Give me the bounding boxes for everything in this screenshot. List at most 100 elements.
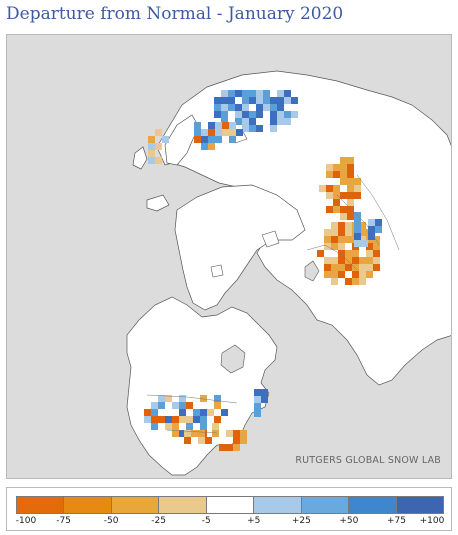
anomaly-cell (291, 111, 298, 118)
anomaly-cell (345, 278, 352, 285)
scandinavia (164, 114, 200, 166)
legend-label: -50 (103, 516, 119, 526)
anomaly-cell (340, 213, 347, 220)
anomaly-cell (340, 178, 347, 185)
anomaly-cell (347, 206, 354, 213)
anomaly-cell (226, 430, 233, 437)
anomaly-cell (261, 396, 268, 403)
anomaly-cell (148, 150, 155, 157)
anomaly-cell (338, 243, 345, 250)
anomaly-cell (359, 271, 366, 278)
anomaly-cell (233, 430, 240, 437)
anomaly-cell (200, 423, 207, 430)
anomaly-cell (368, 219, 375, 226)
anomaly-cell (333, 199, 340, 206)
anomaly-cell (347, 185, 354, 192)
anomaly-cell (205, 437, 212, 444)
anomaly-cell (214, 97, 221, 104)
anomaly-cell (352, 257, 359, 264)
anomaly-cell (277, 104, 284, 111)
anomaly-cell (347, 164, 354, 171)
anomaly-cell (221, 118, 228, 125)
anomaly-cell (221, 90, 228, 97)
anomaly-cell (151, 423, 158, 430)
anomaly-cell (148, 143, 155, 150)
anomaly-cell (240, 437, 247, 444)
anomaly-cell (368, 226, 375, 233)
anomaly-cell (324, 229, 331, 236)
anomaly-cell (215, 129, 222, 136)
anomaly-cell (179, 402, 186, 409)
anomaly-cell (151, 416, 158, 423)
anomaly-cell (261, 389, 268, 396)
anomaly-cell (214, 104, 221, 111)
anomaly-cell (359, 229, 366, 236)
anomaly-cell (198, 437, 205, 444)
anomaly-cell (229, 122, 236, 129)
anomaly-cell (256, 97, 263, 104)
anomaly-cell (200, 395, 207, 402)
map-credit: RUTGERS GLOBAL SNOW LAB (295, 455, 441, 466)
country-borders (146, 174, 400, 434)
anomaly-cell (331, 229, 338, 236)
anomaly-cell (333, 171, 340, 178)
anomaly-cell (158, 402, 165, 409)
anomaly-cell (338, 271, 345, 278)
anomaly-cell (179, 395, 186, 402)
anomaly-cell (208, 122, 215, 129)
anomaly-cell (366, 271, 373, 278)
anomaly-cell (229, 136, 236, 143)
anomaly-cell (373, 236, 380, 243)
caspian-sea (304, 260, 320, 282)
anomaly-cell (194, 129, 201, 136)
anomaly-cell (359, 278, 366, 285)
anomaly-cell (214, 395, 221, 402)
anomaly-cell (254, 389, 261, 396)
anomaly-cell (338, 229, 345, 236)
anomaly-cell (347, 157, 354, 164)
anomaly-cell (331, 222, 338, 229)
anomaly-cell (284, 97, 291, 104)
anomaly-cell (368, 233, 375, 240)
anomaly-cell (162, 136, 169, 143)
anomaly-cell (331, 264, 338, 271)
anomaly-cell (240, 430, 247, 437)
legend-swatch (159, 497, 207, 513)
anomaly-cell (331, 278, 338, 285)
anomaly-cell (331, 236, 338, 243)
anomaly-cell (347, 199, 354, 206)
anomaly-cell (221, 409, 228, 416)
anomaly-cell (229, 129, 236, 136)
anomaly-cell (165, 423, 172, 430)
legend-label: +100 (419, 516, 445, 526)
anomaly-cell (270, 104, 277, 111)
anomaly-cell (347, 171, 354, 178)
anomaly-cell (277, 90, 284, 97)
anomaly-cell (263, 104, 270, 111)
anomaly-cell (222, 122, 229, 129)
anomaly-cell (345, 229, 352, 236)
legend-swatch (349, 497, 397, 513)
anomaly-cell (326, 164, 333, 171)
anomaly-cell (373, 243, 380, 250)
anomaly-cell (354, 233, 361, 240)
anomaly-cell (366, 257, 373, 264)
anomaly-cell (172, 402, 179, 409)
anomaly-cell (208, 136, 215, 143)
anomaly-cell (340, 206, 347, 213)
hudson-bay (220, 344, 246, 374)
anomaly-cell (242, 125, 249, 132)
legend: -100 -75 -50 -25 -5 +5 +25 +50 +75 +100 (6, 487, 452, 531)
anomaly-cell (194, 136, 201, 143)
anomaly-cell (263, 97, 270, 104)
anomaly-cell (215, 136, 222, 143)
anomaly-cell (352, 271, 359, 278)
anomaly-cell (158, 416, 165, 423)
snow-anomaly-map: RUTGERS GLOBAL SNOW LAB (6, 34, 452, 479)
anomaly-cell (151, 402, 158, 409)
anomaly-cell (333, 192, 340, 199)
legend-labels: -100 -75 -50 -25 -5 +5 +25 +50 +75 +100 (16, 516, 445, 530)
anomaly-cell (201, 136, 208, 143)
anomaly-cell (263, 90, 270, 97)
legend-label: -5 (201, 516, 211, 526)
